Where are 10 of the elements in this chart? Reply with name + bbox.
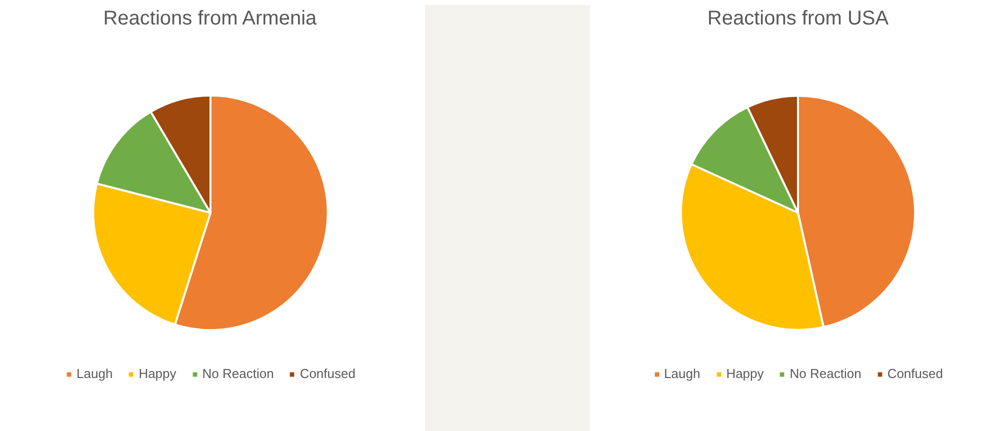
chart-title: Reactions from USA — [707, 8, 890, 30]
legend-label: Confused — [300, 366, 356, 381]
legend-label: No Reaction — [790, 366, 862, 381]
legend-label: Laugh — [664, 366, 700, 381]
legend-label: No Reaction — [202, 366, 274, 381]
legend-label: Confused — [887, 366, 943, 381]
legend-label: Happy — [726, 366, 764, 381]
legend-label: Laugh — [76, 366, 113, 381]
legend-label: Happy — [138, 366, 176, 381]
chart-title: Reactions from Armenia — [103, 8, 318, 30]
